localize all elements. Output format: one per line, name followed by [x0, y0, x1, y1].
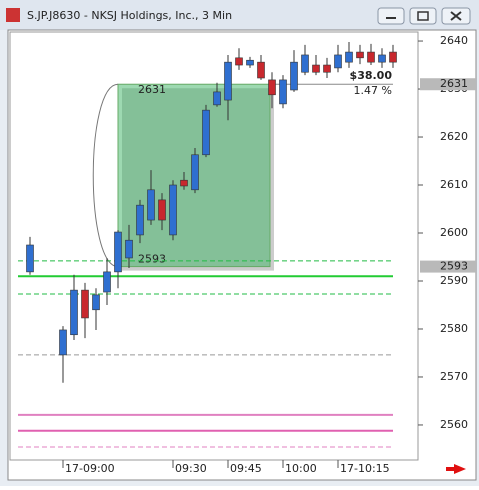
candle-body	[378, 54, 386, 63]
candle-body	[180, 179, 188, 187]
measure-low-tag	[420, 260, 476, 273]
candle-body	[279, 79, 287, 105]
candle-body	[235, 57, 243, 66]
candle-body	[224, 61, 232, 101]
x-tick-label: 09:45	[230, 462, 262, 475]
candle-body	[26, 244, 34, 273]
measure-low-tag-label: 2593	[440, 260, 468, 273]
app-icon	[6, 8, 20, 22]
candle-body	[147, 189, 155, 221]
y-tick-label: 2560	[440, 418, 468, 431]
candle-body	[367, 51, 375, 63]
candle-body	[213, 91, 221, 106]
minimize-button[interactable]	[377, 7, 405, 25]
window-title: S.JP.J8630 - NKSJ Holdings, Inc., 3 Min	[27, 9, 232, 22]
x-tick-label: 09:30	[175, 462, 207, 475]
scroll-arrow[interactable]	[446, 464, 466, 474]
candle-body	[312, 64, 320, 73]
measure-low-label: 2593	[138, 253, 166, 266]
y-tick-label: 2640	[440, 34, 468, 47]
y-tick-label: 2600	[440, 226, 468, 239]
y-tick-label: 2570	[440, 370, 468, 383]
candle-body	[268, 79, 276, 96]
candle-body	[136, 204, 144, 236]
candle-body	[114, 231, 122, 273]
candle-body	[169, 184, 177, 236]
close-icon	[450, 11, 462, 21]
candle-body	[246, 59, 254, 66]
y-tick-label: 2610	[440, 178, 468, 191]
candle-body	[70, 289, 78, 336]
candle-body	[301, 54, 309, 73]
candle-body	[92, 294, 100, 311]
measure-change: $38.00	[350, 69, 393, 82]
y-tick-label: 2620	[440, 130, 468, 143]
candle-body	[202, 109, 210, 156]
measure-high-tag	[420, 78, 476, 91]
candle-body	[158, 199, 166, 221]
measure-percent: 1.47 %	[354, 84, 392, 97]
candle-body	[103, 271, 111, 293]
candle-body	[81, 289, 89, 319]
x-tick-label: 17-10:15	[340, 462, 390, 475]
candle-body	[334, 54, 342, 69]
candle-body	[191, 154, 199, 191]
y-tick-label: 2590	[440, 274, 468, 287]
candle-body	[59, 329, 67, 356]
x-tick-label: 17-09:00	[65, 462, 115, 475]
measure-high-label: 2631	[138, 83, 166, 96]
candle-body	[323, 64, 331, 73]
candle-body	[389, 51, 397, 63]
candle-body	[257, 61, 265, 79]
x-tick-label: 10:00	[285, 462, 317, 475]
y-tick-label: 2580	[440, 322, 468, 335]
maximize-button[interactable]	[409, 7, 437, 25]
candle-body	[290, 61, 298, 91]
maximize-icon	[417, 11, 429, 21]
measure-high-tag-label: 2631	[440, 77, 468, 90]
candle-body	[345, 51, 353, 63]
candle-body	[125, 239, 133, 259]
candle-body	[356, 51, 364, 59]
